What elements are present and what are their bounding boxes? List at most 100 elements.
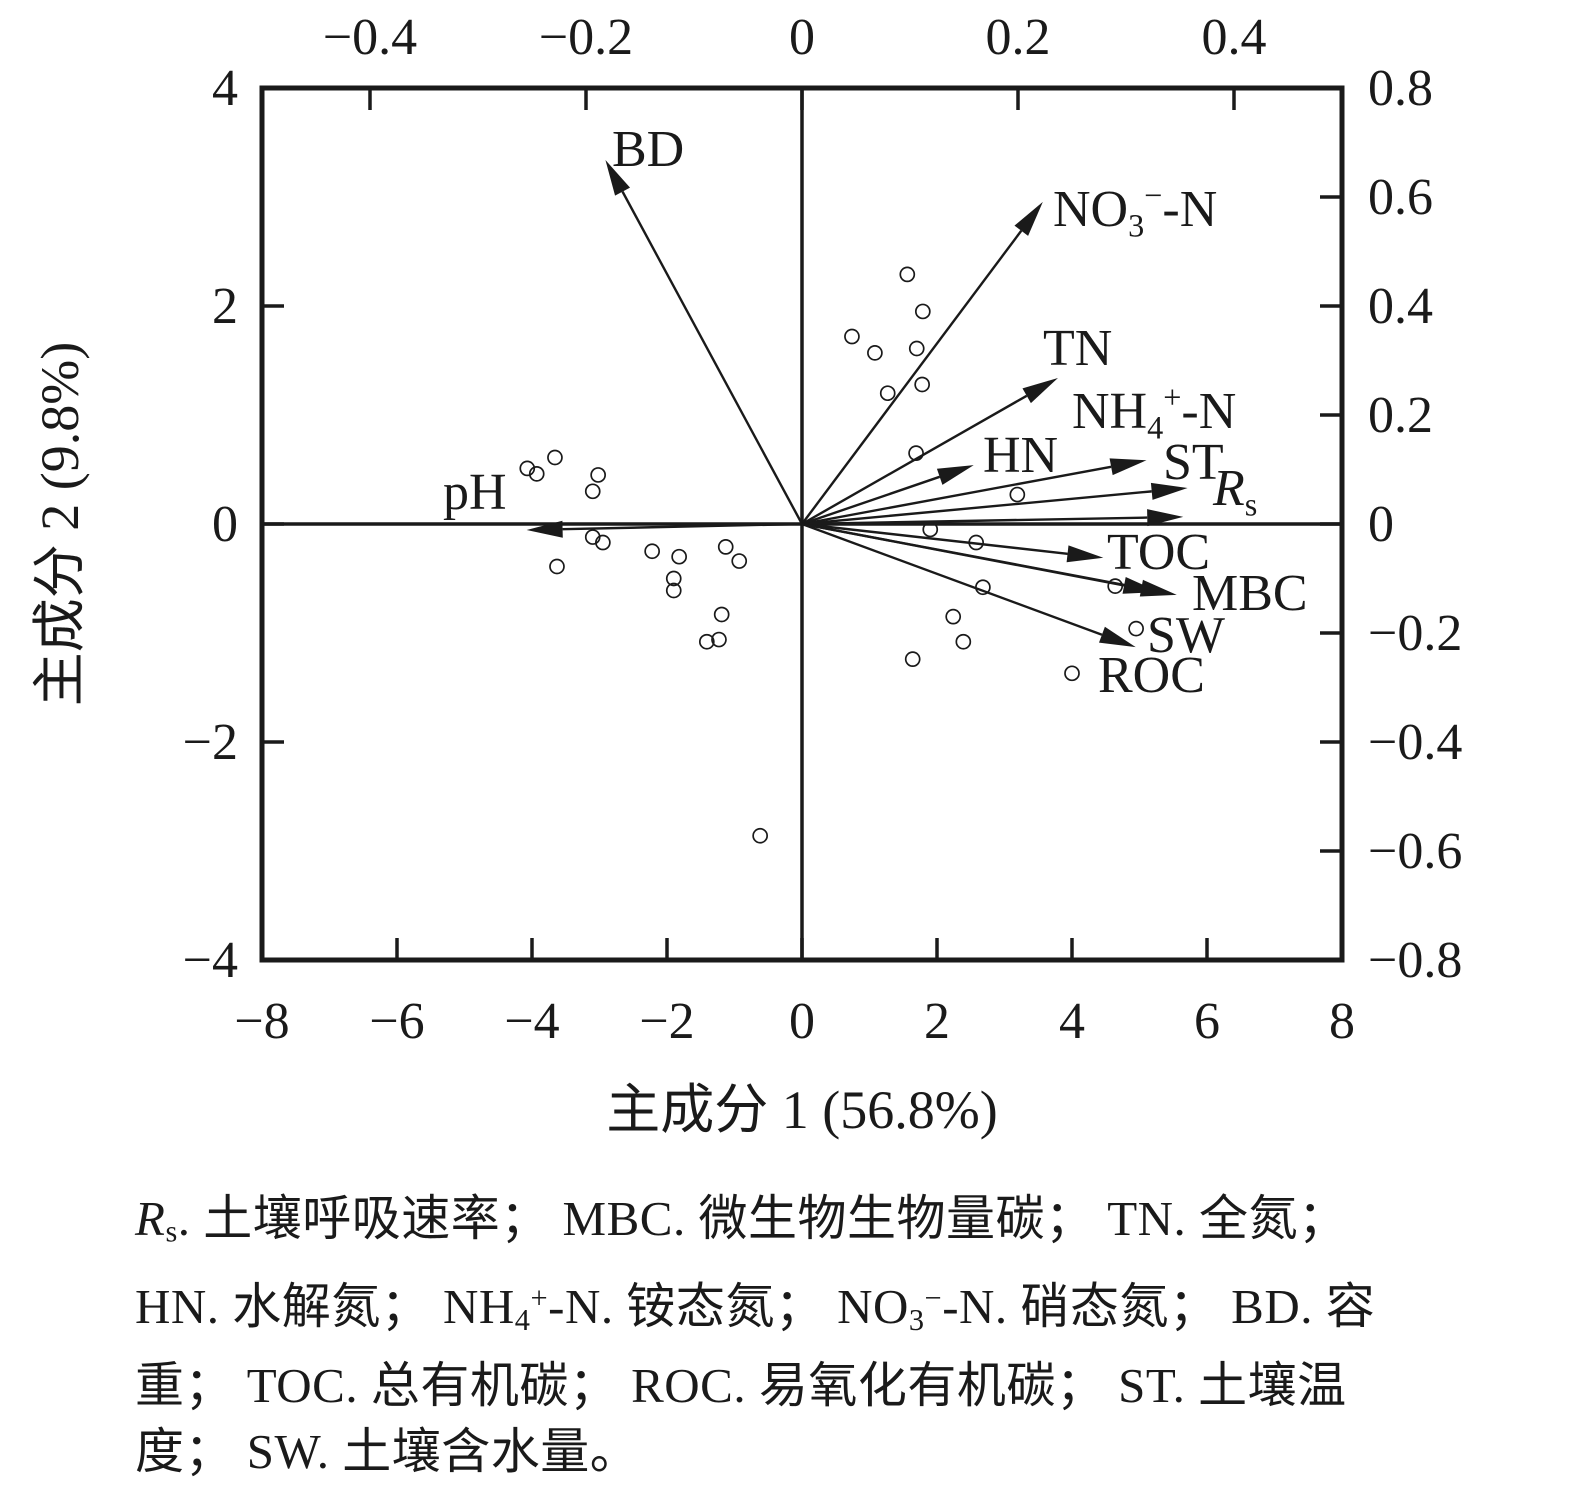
caption-line: 度； SW. 土壤含水量。 <box>135 1419 1465 1485</box>
data-point <box>717 539 734 555</box>
caption-segment: 3 <box>908 1302 925 1337</box>
data-point <box>899 266 916 283</box>
loading-arrow-shaft-ST <box>801 490 1152 526</box>
loading-label-ROC: ROC <box>1098 647 1205 704</box>
data-point <box>1064 665 1080 682</box>
data-point <box>914 303 931 320</box>
data-point <box>1107 578 1124 594</box>
data-point <box>908 340 925 357</box>
tick-label-left: 0 <box>212 496 238 553</box>
figure-caption: Rs. 土壤呼吸速率； MBC. 微生物生物量碳； TN. 全氮； HN. 水解氮… <box>135 1186 1465 1485</box>
data-point <box>914 376 931 393</box>
loading-arrows <box>526 159 1188 648</box>
tick-label-right: −0.2 <box>1368 605 1462 662</box>
loading-arrow-head-TOC <box>1066 545 1104 563</box>
loading-arrow-head-TN <box>1022 377 1058 404</box>
tick-label-top: −0.4 <box>323 9 417 66</box>
tick-label-top: 0.4 <box>1202 9 1267 66</box>
data-point <box>752 827 769 844</box>
caption-segment: HN. 水解氮； NH <box>135 1278 515 1334</box>
loading-label-NH4N: NH4+-N <box>1072 379 1236 445</box>
data-point <box>908 445 924 461</box>
caption-segment: + <box>530 1280 549 1315</box>
tick-label-top: 0.2 <box>986 9 1051 66</box>
x-axis-title: 主成分 1 (56.8%) <box>606 1080 997 1140</box>
tick-label-right: 0 <box>1368 496 1394 553</box>
caption-segment: s <box>165 1214 178 1249</box>
caption-segment: 重； TOC. 总有机碳； ROC. 易氧化有机碳； ST. 土壤温 <box>135 1357 1347 1413</box>
loading-label-HN: HN <box>983 427 1058 484</box>
caption-line: Rs. 土壤呼吸速率； MBC. 微生物生物量碳； TN. 全氮； <box>135 1186 1465 1265</box>
caption-segment: -N. 硝态氮； BD. 容 <box>942 1278 1376 1334</box>
data-point <box>1009 486 1026 503</box>
data-point <box>698 633 715 650</box>
loading-arrow-head-HN <box>936 465 974 485</box>
loading-label-Rs: Rs <box>1212 460 1257 522</box>
caption-line: HN. 水解氮； NH4+-N. 铵态氮； NO3−-N. 硝态氮； BD. 容 <box>135 1265 1465 1353</box>
tick-label-right: −0.8 <box>1368 932 1462 989</box>
loading-arrow-shaft-TOC <box>801 522 1068 555</box>
tick-label-left: −4 <box>183 932 238 989</box>
tick-label-left: 2 <box>212 278 238 335</box>
tick-label-right: −0.6 <box>1368 823 1462 880</box>
data-point <box>922 521 939 538</box>
pca-chart: −8 −6 −4 −2 0 2 4 6 8 −0.4 −0.2 0 0.2 0.4 4 2 0 −2 −4 0.8 0.… <box>30 9 1463 1140</box>
data-point <box>665 582 682 599</box>
loading-label-NO3N: NO3−-N <box>1053 177 1217 243</box>
tick-label-bottom: −8 <box>234 993 289 1050</box>
data-point <box>665 570 682 587</box>
caption-segment: − <box>924 1280 943 1315</box>
data-point <box>968 534 985 551</box>
loading-arrow-shaft-NH4N <box>801 465 1112 526</box>
caption-segment: R <box>135 1191 166 1246</box>
data-point <box>867 345 883 361</box>
data-point <box>547 449 563 466</box>
loading-arrow-head-ROC <box>1122 577 1160 594</box>
data-point <box>644 543 661 560</box>
data-point <box>711 631 727 648</box>
data-point <box>955 633 972 650</box>
tick-label-bottom: 4 <box>1059 993 1085 1050</box>
tick-label-bottom: −2 <box>639 993 694 1050</box>
loading-arrow-shaft-ROC <box>801 522 1125 587</box>
loading-arrow-head-pH <box>526 520 563 538</box>
loading-label-SW: SW <box>1147 607 1225 664</box>
data-point <box>844 328 860 345</box>
loading-label-MBC: MBC <box>1192 565 1308 622</box>
axis-tick-labels: −8 −6 −4 −2 0 2 4 6 8 −0.4 −0.2 0 0.2 0.4 4 2 0 −2 −4 0.8 0.… <box>183 9 1463 1050</box>
loading-label-BD: BD <box>612 121 684 178</box>
tick-label-right: 0.2 <box>1368 387 1433 444</box>
data-point <box>590 467 607 483</box>
tick-label-bottom: 2 <box>924 993 950 1050</box>
tick-label-right: 0.6 <box>1368 169 1433 226</box>
loading-arrow-shaft-NO3N <box>801 230 1023 525</box>
y-axis-title: 主成分 2 (9.8%) <box>30 342 90 706</box>
data-point <box>595 534 611 551</box>
tick-label-bottom: 6 <box>1194 993 1220 1050</box>
loading-label-TOC: TOC <box>1107 524 1210 581</box>
data-point <box>671 548 688 565</box>
loading-arrow-head-BD <box>605 159 631 196</box>
loading-arrow-head-NO3N <box>1014 201 1043 236</box>
data-point <box>528 466 545 482</box>
pca-biplot-figure: { "ink_color": "#1a1a1a", "chart_data": … <box>30 9 1463 1479</box>
caption-segment: -N. 铵态氮； NO <box>548 1278 909 1334</box>
score-points <box>519 266 1144 844</box>
loading-arrow-head-SW <box>1099 626 1136 648</box>
tick-label-left: 4 <box>212 60 238 117</box>
data-point <box>731 553 748 569</box>
data-point <box>713 606 730 623</box>
data-point <box>975 579 991 596</box>
loading-arrow-shaft-BD <box>621 191 804 525</box>
loading-arrow-shaft-HN <box>801 475 941 526</box>
tick-label-bottom: 0 <box>789 993 815 1050</box>
tick-label-right: −0.4 <box>1368 714 1462 771</box>
caption-line: 重； TOC. 总有机碳； ROC. 易氧化有机碳； ST. 土壤温 <box>135 1353 1465 1419</box>
loading-label-ST: ST <box>1163 434 1224 491</box>
data-point <box>879 385 896 402</box>
loading-arrow-shaft-Rs <box>801 516 1148 526</box>
loading-arrow-head-ST <box>1150 482 1188 500</box>
tick-label-bottom: 8 <box>1329 993 1355 1050</box>
loading-arrow-head-NH4N <box>1109 458 1147 476</box>
